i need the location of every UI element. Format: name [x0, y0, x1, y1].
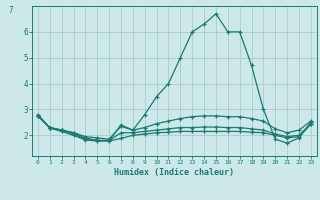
- X-axis label: Humidex (Indice chaleur): Humidex (Indice chaleur): [115, 168, 234, 177]
- Text: 7: 7: [9, 6, 13, 15]
